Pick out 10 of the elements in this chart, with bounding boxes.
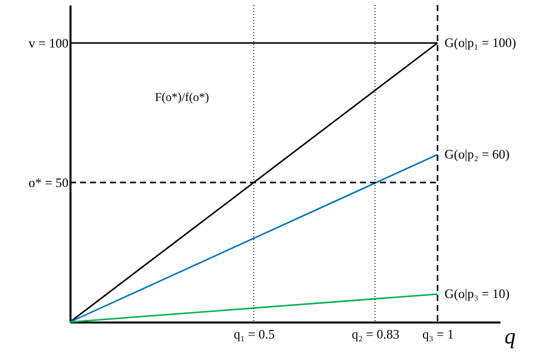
x-axis-title: q [504,324,516,348]
x-tick-label: q₃ = 1 [422,326,454,342]
y-tick-label: o* = 50 [28,174,68,190]
series-label: G(o|p₁ = 100) [444,34,516,50]
y-tick-label: v = 100 [28,35,68,50]
x-tick-label: q₂ = 0.83 [352,326,400,342]
series-label: G(o|p₃ = 10) [444,286,510,302]
x-tick-label: q₁ = 0.5 [234,326,275,342]
series-label: G(o|p₂ = 60) [444,146,510,162]
annotation: F(o*)/f(o*) [155,90,209,104]
